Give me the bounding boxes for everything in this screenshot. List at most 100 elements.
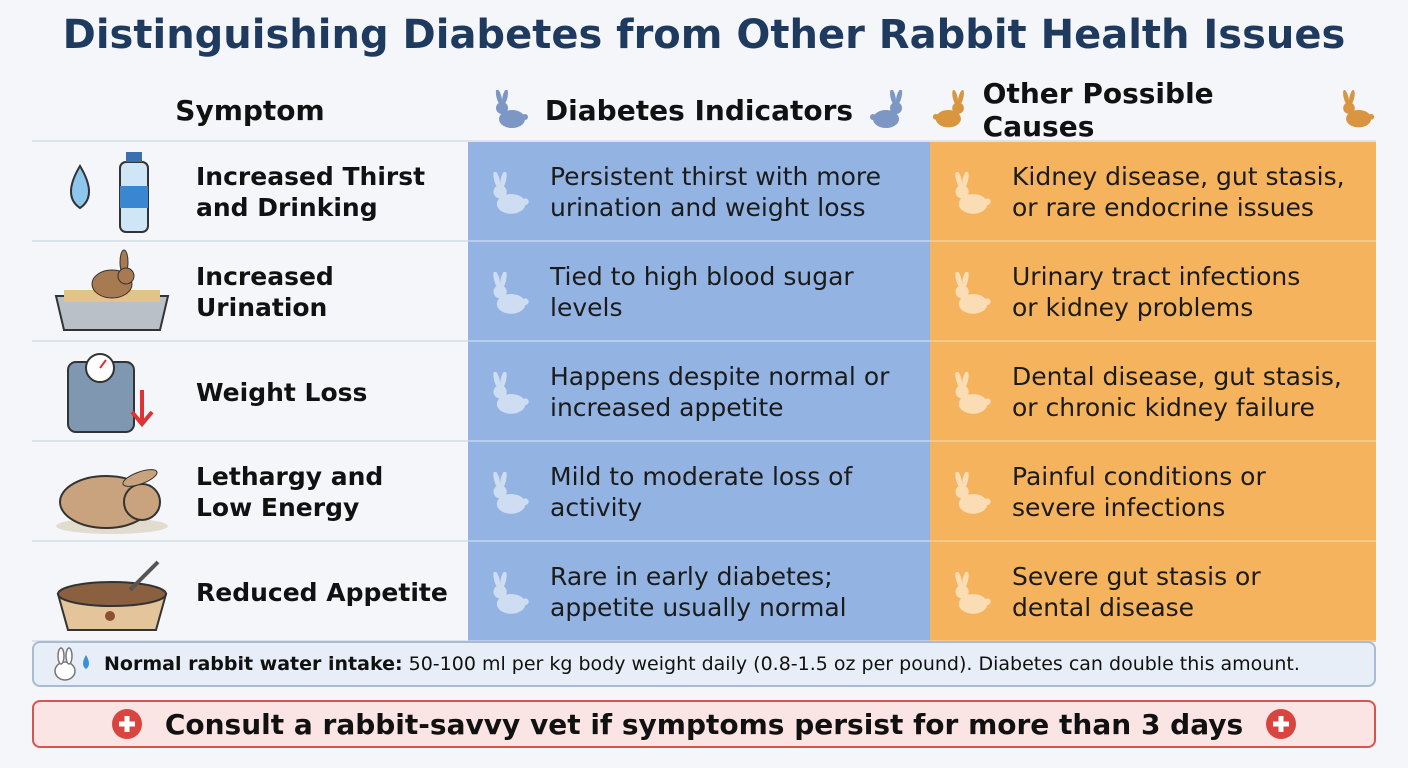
rabbit-icon bbox=[950, 272, 994, 320]
symptom-icon bbox=[50, 346, 174, 442]
rabbit-icon bbox=[950, 472, 994, 520]
rabbit bbox=[488, 472, 532, 516]
rabbit bbox=[950, 372, 994, 416]
text-line: and Drinking bbox=[196, 193, 378, 222]
note-text: 50-100 ml per kg body weight daily (0.8-… bbox=[408, 653, 1300, 675]
text-line: Painful conditions or bbox=[1012, 462, 1266, 491]
text-line: Lethargy and bbox=[196, 462, 384, 491]
text-line: or rare endocrine issues bbox=[1012, 193, 1314, 222]
icon bbox=[70, 152, 149, 233]
rabbit bbox=[950, 472, 994, 516]
cell-other: Kidney disease, gut stasis, or rare endoc… bbox=[930, 142, 1376, 242]
symptom-text: Weight Loss bbox=[196, 377, 367, 408]
cell-diabetes: Persistent thirst with more urination and… bbox=[468, 142, 930, 242]
other-text: Kidney disease, gut stasis, or rare endoc… bbox=[1012, 161, 1345, 223]
diabetes-text: Happens despite normal or increased appet… bbox=[550, 361, 889, 423]
cell-other: Severe gut stasis or dental disease bbox=[930, 542, 1376, 642]
text-line: urination and weight loss bbox=[550, 193, 866, 222]
other-text: Dental disease, gut stasis, or chronic ki… bbox=[1012, 361, 1342, 423]
plus-icon bbox=[111, 709, 142, 739]
title: Distinguishing Diabetes from Other Rabbi… bbox=[62, 12, 1346, 58]
cell-other: Urinary tract infections or kidney proble… bbox=[930, 242, 1376, 342]
diabetes-text: Tied to high blood sugar levels bbox=[550, 261, 854, 323]
icon bbox=[56, 469, 168, 534]
symptom-icon bbox=[50, 246, 174, 342]
text-line: Persistent thirst with more bbox=[550, 162, 882, 191]
symptom-text: Increased Urination bbox=[196, 261, 334, 323]
text-line: Rare in early diabetes; bbox=[550, 562, 833, 591]
text-line: Severe gut stasis or bbox=[1012, 562, 1261, 591]
header-text: Other Possible Causes bbox=[982, 77, 1214, 143]
rabbit bbox=[950, 272, 994, 316]
other-text: Severe gut stasis or dental disease bbox=[1012, 561, 1261, 623]
text-line: severe infections bbox=[1012, 493, 1226, 522]
rabbit-icon bbox=[950, 372, 994, 420]
text-line: or chronic kidney failure bbox=[1012, 393, 1315, 422]
symptom-icon bbox=[50, 446, 174, 542]
text-line: Weight Loss bbox=[196, 377, 368, 407]
header-diabetes: Diabetes Indicators bbox=[468, 88, 930, 132]
header-symptom: Symptom bbox=[32, 88, 468, 132]
cell-diabetes: Rare in early diabetes; appetite usually … bbox=[468, 542, 930, 642]
header-text: Diabetes Indicators bbox=[544, 93, 854, 127]
rabbit bbox=[488, 172, 532, 216]
text-line: Low Energy bbox=[196, 493, 360, 522]
cell-symptom: Reduced Appetite bbox=[32, 542, 468, 642]
text-line: or kidney problems bbox=[1012, 293, 1254, 322]
text-line: Urination bbox=[196, 293, 328, 322]
plus-icon bbox=[1266, 709, 1297, 739]
header-text: Symptom bbox=[175, 93, 325, 127]
symptom-text: Reduced Appetite bbox=[196, 577, 448, 608]
other-text: Urinary tract infections or kidney proble… bbox=[1012, 261, 1300, 323]
rabbit-icon bbox=[488, 572, 532, 620]
text-line: activity bbox=[550, 493, 643, 522]
diabetes-text: Persistent thirst with more urination and… bbox=[550, 161, 881, 223]
cell-other: Painful conditions or severe infections bbox=[930, 442, 1376, 542]
other-text: Painful conditions or severe infections bbox=[1012, 461, 1266, 523]
text-line: appetite usually normal bbox=[550, 593, 847, 622]
alert-text: Consult a rabbit-savvy vet if symptoms p… bbox=[164, 707, 1244, 741]
cell-symptom: Lethargy and Low Energy bbox=[32, 442, 468, 542]
rabbit bbox=[950, 572, 994, 616]
symptom-icon bbox=[50, 546, 174, 642]
cell-diabetes: Mild to moderate loss of activity bbox=[468, 442, 930, 542]
cell-symptom: Increased Urination bbox=[32, 242, 468, 342]
note-box: Normal rabbit water intake: 50-100 ml pe… bbox=[32, 641, 1376, 687]
rabbit-icon bbox=[1337, 90, 1376, 130]
rabbit-icon bbox=[488, 172, 532, 220]
header-other: Other Possible Causes bbox=[930, 77, 1376, 143]
icon bbox=[56, 560, 168, 631]
text-line: Reduced Appetite bbox=[196, 577, 448, 607]
rabbit-icon bbox=[488, 272, 532, 320]
text-line: dental disease bbox=[1012, 593, 1195, 622]
text-line: Tied to high blood sugar bbox=[550, 262, 854, 291]
text-line: Kidney disease, gut stasis, bbox=[1012, 162, 1345, 191]
note-label: Normal rabbit water intake: bbox=[104, 653, 403, 675]
cell-symptom: Increased Thirst and Drinking bbox=[32, 142, 468, 242]
alert-box: Consult a rabbit-savvy vet if symptoms p… bbox=[32, 700, 1376, 748]
text-line: increased appetite bbox=[550, 393, 784, 422]
rabbit bbox=[488, 272, 532, 316]
cell-diabetes: Happens despite normal or increased appet… bbox=[468, 342, 930, 442]
note-icon bbox=[54, 647, 89, 681]
symptom-icon bbox=[50, 146, 174, 242]
cell-other: Dental disease, gut stasis, or chronic ki… bbox=[930, 342, 1376, 442]
rabbit-icon bbox=[488, 372, 532, 420]
rabbit bbox=[488, 572, 532, 616]
rabbit-icon bbox=[930, 90, 969, 130]
icon bbox=[54, 249, 170, 331]
rabbit-icon bbox=[950, 172, 994, 220]
text-line: Increased bbox=[196, 262, 334, 291]
text-line: Happens despite normal or bbox=[550, 362, 890, 391]
text-line: Mild to moderate loss of bbox=[550, 462, 853, 491]
header-rule bbox=[32, 140, 1376, 142]
symptom-text: Lethargy and Low Energy bbox=[196, 461, 383, 523]
rabbit-icon bbox=[867, 90, 907, 130]
rabbit-icon bbox=[491, 90, 531, 130]
cell-diabetes: Tied to high blood sugar levels bbox=[468, 242, 930, 342]
symptom-text: Increased Thirst and Drinking bbox=[196, 161, 425, 223]
diabetes-text: Mild to moderate loss of activity bbox=[550, 461, 852, 523]
rabbit-icon bbox=[950, 572, 994, 620]
text-line: Increased Thirst bbox=[196, 162, 426, 191]
text-line: Urinary tract infections bbox=[1012, 262, 1301, 291]
